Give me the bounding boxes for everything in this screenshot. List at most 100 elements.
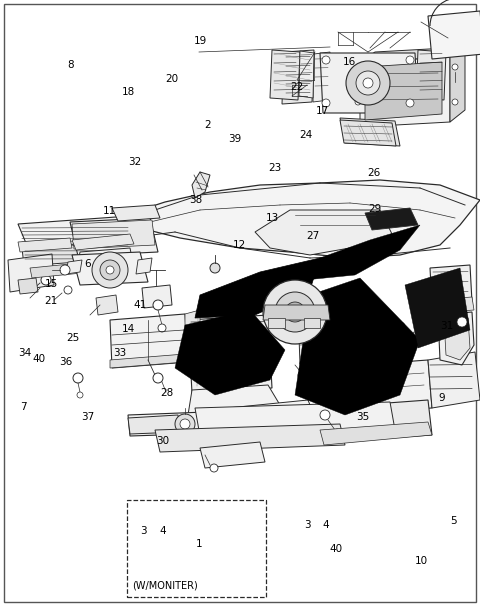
Text: 7: 7 — [20, 402, 26, 412]
Polygon shape — [320, 53, 418, 113]
Text: 5: 5 — [450, 516, 456, 526]
Text: 14: 14 — [122, 324, 135, 334]
Circle shape — [153, 300, 163, 310]
Polygon shape — [318, 325, 362, 380]
Polygon shape — [18, 216, 138, 248]
Polygon shape — [428, 352, 480, 408]
Polygon shape — [195, 258, 320, 318]
Text: 15: 15 — [45, 279, 59, 288]
Circle shape — [263, 280, 327, 344]
Polygon shape — [255, 210, 395, 255]
Polygon shape — [128, 415, 180, 434]
Circle shape — [355, 99, 361, 105]
Text: 4: 4 — [160, 527, 167, 536]
Circle shape — [180, 419, 190, 429]
Text: 39: 39 — [228, 135, 242, 144]
Polygon shape — [115, 180, 480, 258]
Text: 40: 40 — [329, 544, 343, 554]
Circle shape — [73, 373, 83, 383]
Circle shape — [158, 324, 166, 332]
Polygon shape — [299, 51, 314, 98]
Polygon shape — [282, 50, 314, 104]
Polygon shape — [72, 220, 155, 249]
Circle shape — [213, 375, 223, 385]
Polygon shape — [78, 248, 132, 268]
Polygon shape — [416, 50, 446, 100]
Text: 8: 8 — [68, 60, 74, 70]
Text: 20: 20 — [165, 74, 179, 84]
Text: 3: 3 — [140, 527, 146, 536]
Polygon shape — [405, 268, 470, 348]
Text: 27: 27 — [306, 231, 320, 241]
Polygon shape — [360, 47, 465, 62]
Circle shape — [395, 322, 405, 332]
Text: 31: 31 — [440, 321, 453, 331]
Circle shape — [92, 252, 128, 288]
Circle shape — [395, 338, 415, 358]
Text: 6: 6 — [84, 259, 91, 268]
Polygon shape — [320, 400, 432, 442]
Text: 37: 37 — [81, 412, 94, 422]
Text: 36: 36 — [60, 358, 73, 367]
Circle shape — [100, 260, 120, 280]
Polygon shape — [110, 314, 188, 368]
Polygon shape — [136, 258, 152, 274]
Circle shape — [346, 61, 390, 105]
Text: 40: 40 — [33, 355, 46, 364]
Text: 41: 41 — [133, 300, 147, 310]
Text: 34: 34 — [18, 348, 32, 358]
Text: 17: 17 — [316, 106, 329, 116]
Polygon shape — [430, 265, 472, 305]
Text: 26: 26 — [367, 168, 380, 178]
Circle shape — [210, 464, 218, 472]
Text: (W/MONITER): (W/MONITER) — [132, 581, 198, 591]
Circle shape — [320, 410, 330, 420]
Polygon shape — [110, 354, 185, 368]
Text: 33: 33 — [113, 348, 127, 358]
Circle shape — [355, 74, 361, 80]
Text: 29: 29 — [369, 204, 382, 214]
Text: 22: 22 — [290, 82, 303, 92]
Polygon shape — [340, 120, 396, 146]
Polygon shape — [72, 252, 148, 285]
Circle shape — [363, 78, 373, 88]
Circle shape — [60, 265, 70, 275]
Polygon shape — [188, 385, 280, 420]
Circle shape — [153, 373, 163, 383]
Circle shape — [285, 302, 305, 322]
Circle shape — [406, 99, 414, 107]
Polygon shape — [66, 260, 82, 274]
Polygon shape — [320, 422, 432, 445]
Text: 1: 1 — [196, 539, 203, 548]
Circle shape — [457, 317, 467, 327]
Polygon shape — [263, 305, 330, 320]
Polygon shape — [200, 442, 265, 468]
Polygon shape — [185, 310, 200, 364]
Text: 16: 16 — [343, 57, 356, 67]
Polygon shape — [268, 318, 285, 328]
Polygon shape — [128, 408, 312, 436]
Polygon shape — [142, 285, 172, 308]
Text: 30: 30 — [156, 436, 170, 446]
Bar — [127, 500, 266, 597]
Text: 10: 10 — [415, 556, 428, 566]
Circle shape — [298, 371, 306, 379]
Text: 38: 38 — [189, 195, 203, 205]
Text: 9: 9 — [438, 393, 445, 403]
Polygon shape — [175, 310, 285, 395]
Circle shape — [210, 263, 220, 273]
Polygon shape — [30, 262, 92, 278]
Polygon shape — [18, 238, 72, 252]
Text: 23: 23 — [268, 164, 281, 173]
Circle shape — [41, 275, 51, 285]
Text: 13: 13 — [266, 213, 279, 223]
Text: 12: 12 — [232, 241, 246, 250]
Polygon shape — [192, 172, 210, 198]
Polygon shape — [325, 367, 367, 388]
Polygon shape — [298, 308, 320, 364]
Text: 28: 28 — [160, 388, 174, 398]
Text: 32: 32 — [128, 158, 141, 167]
Circle shape — [400, 343, 410, 353]
Text: 21: 21 — [44, 296, 57, 306]
Polygon shape — [195, 402, 395, 436]
